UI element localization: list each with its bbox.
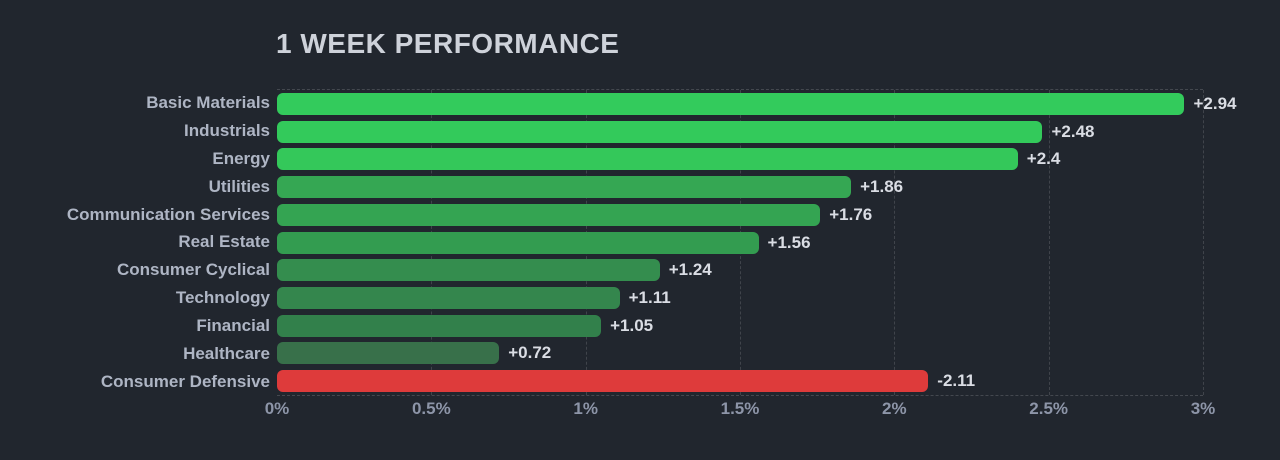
category-label: Consumer Defensive	[100, 372, 270, 392]
bar	[277, 287, 620, 309]
bar-row: +0.72	[277, 340, 1203, 368]
bar-value-label: +2.94	[1193, 93, 1237, 113]
bar-value-label: +1.24	[668, 260, 712, 280]
bar	[277, 176, 852, 199]
gridline	[1203, 90, 1204, 395]
category-label: Energy	[212, 148, 270, 168]
bar-rows: +2.94 +2.48 +2.4 +1.86 +1.76 +1.56 +1.24 +1.11 +…	[277, 90, 1236, 395]
x-tick-label: 1%	[573, 399, 598, 418]
gridline	[894, 90, 896, 395]
bar	[277, 231, 759, 254]
bar-value-label: +1.76	[829, 204, 873, 224]
bar-row: +1.76	[277, 201, 1203, 229]
category-label: Technology	[175, 288, 270, 308]
bar-row: +2.48	[277, 118, 1203, 146]
bar	[277, 120, 1043, 143]
bar-row: +1.56	[277, 229, 1203, 257]
category-label: Communication Services	[66, 204, 270, 224]
plot-area: +2.94 +2.48 +2.4 +1.86 +1.76 +1.56 +1.24 +1.11 +…	[277, 89, 1236, 396]
x-tick-label: 1.5%	[720, 399, 760, 418]
gridline	[1048, 90, 1050, 395]
category-label: Industrials	[184, 120, 270, 140]
bar	[277, 148, 1018, 171]
bar-row: +1.86	[277, 173, 1203, 201]
bar-row: +1.05	[277, 312, 1203, 340]
x-tick-label: 2.5%	[1029, 399, 1069, 418]
bar-value-label: +0.72	[508, 343, 552, 363]
x-tick-label: 3%	[1190, 399, 1216, 418]
bar-row: +1.24	[277, 256, 1203, 284]
category-label: Financial	[196, 316, 270, 336]
bar-row: +2.4	[277, 145, 1203, 173]
bar-row: -2.11	[277, 367, 1203, 395]
bar	[277, 314, 602, 337]
bar	[277, 370, 929, 393]
bar-value-label: -2.11	[937, 371, 976, 391]
category-label: Consumer Cyclical	[116, 260, 270, 280]
category-label: Real Estate	[178, 232, 270, 252]
bar	[277, 203, 821, 226]
bar-value-label: +1.11	[628, 288, 671, 307]
chart-title: 1 WEEK PERFORMANCE	[276, 28, 620, 59]
bar-value-label: +1.86	[860, 177, 904, 197]
x-tick-label: 2%	[882, 399, 907, 418]
category-labels: Basic Materials Industrials Energy Utilitie…	[0, 89, 270, 396]
category-label: Utilities	[208, 176, 270, 196]
category-label: Healthcare	[183, 344, 270, 364]
x-tick-label: 0.5%	[411, 399, 451, 418]
bar-row: +1.11	[277, 284, 1203, 312]
bar-value-label: +1.05	[610, 315, 654, 335]
bar	[277, 259, 660, 282]
bar	[277, 92, 1185, 115]
bar-value-label: +1.56	[767, 232, 811, 252]
x-axis: 0% 0.5% 1% 1.5% 2% 2.5% 3%	[265, 399, 1216, 423]
bar-value-label: +2.4	[1026, 149, 1061, 169]
bar-row: +2.94	[277, 90, 1236, 118]
bar-value-label: +2.48	[1051, 121, 1095, 141]
x-tick-label: 0%	[264, 399, 290, 418]
category-label: Basic Materials	[146, 92, 270, 112]
bar	[277, 342, 500, 365]
